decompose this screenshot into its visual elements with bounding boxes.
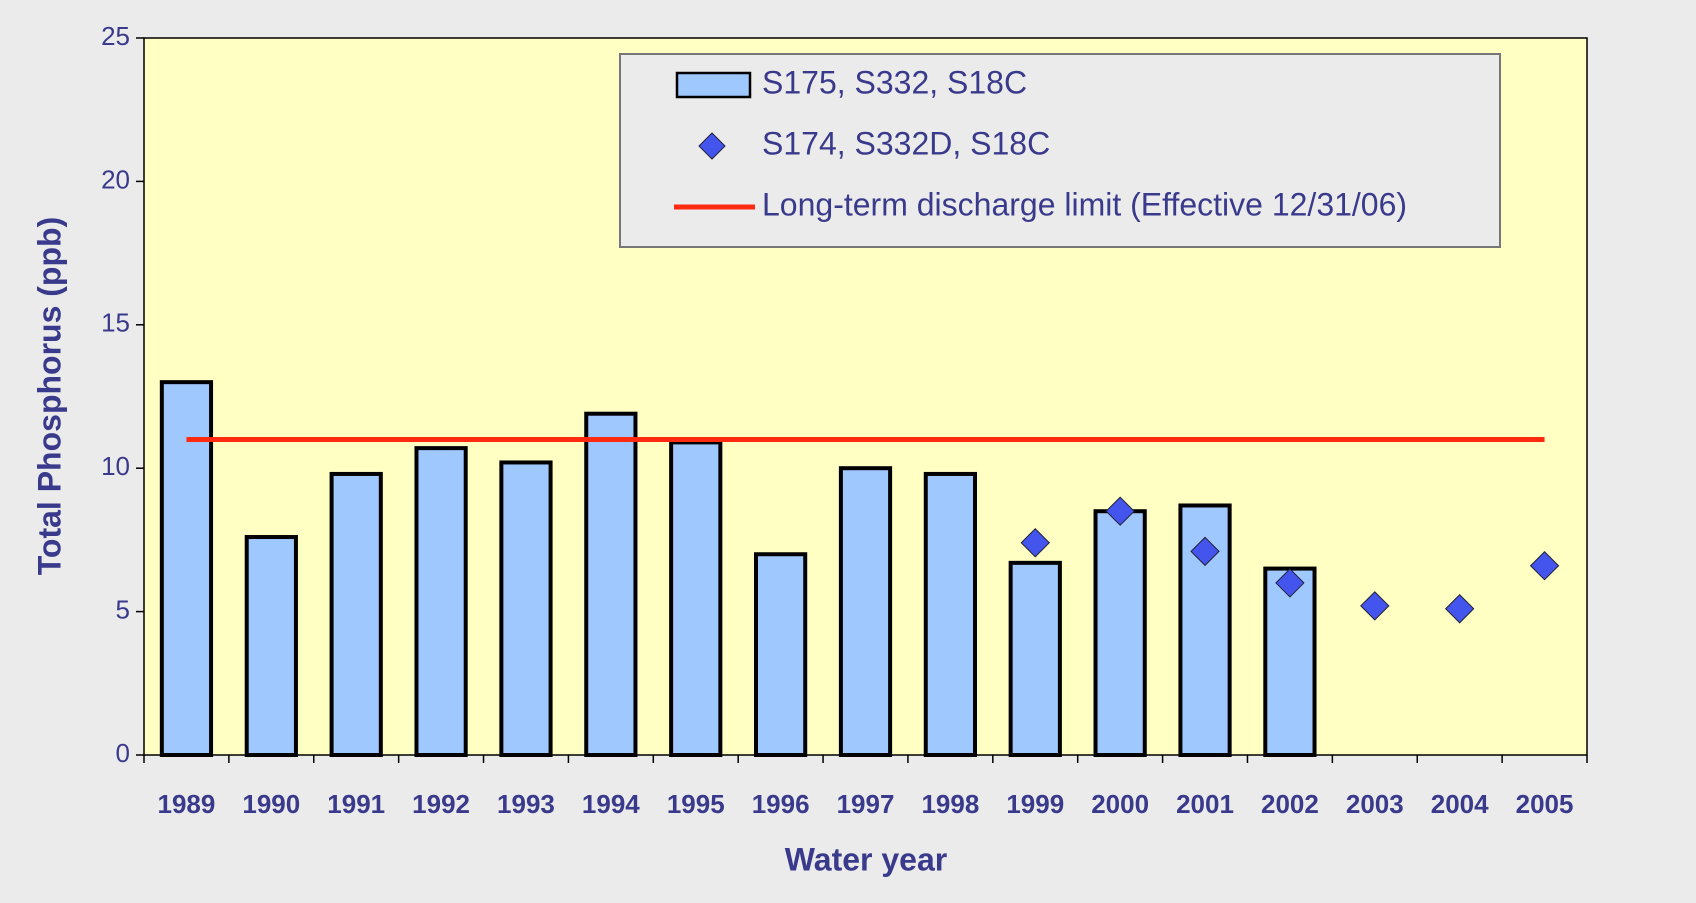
- x-tick-label: 2005: [1516, 789, 1574, 819]
- bar: [1008, 560, 1062, 757]
- bar: [1093, 509, 1147, 757]
- marker: [1105, 496, 1135, 526]
- legend: [619, 53, 1501, 248]
- x-tick-label: 2000: [1091, 789, 1149, 819]
- x-tick-label: 1990: [242, 789, 300, 819]
- marker: [1190, 536, 1220, 567]
- y-tick-label: 5: [116, 594, 130, 624]
- y-tick-label: 15: [101, 308, 130, 338]
- x-tick-label: 1989: [158, 789, 216, 819]
- bar: [159, 380, 214, 757]
- y-tick-label: 0: [116, 738, 130, 768]
- bar: [838, 466, 893, 757]
- x-axis-title: Water year: [785, 841, 947, 877]
- x-tick-label: 1995: [667, 789, 725, 819]
- marker: [1529, 551, 1560, 581]
- y-axis-title: Total Phosphorus (ppb): [31, 217, 67, 575]
- x-tick-label: 1992: [412, 789, 470, 819]
- x-tick-label: 1994: [582, 789, 640, 819]
- y-tick-label: 10: [101, 451, 130, 481]
- x-tick-label: 1996: [752, 789, 810, 819]
- bar: [1263, 566, 1317, 758]
- x-tick-label: 2001: [1176, 789, 1234, 819]
- bar: [754, 552, 808, 757]
- marker: [1275, 568, 1305, 598]
- bar: [414, 446, 468, 757]
- x-tick-label: 1991: [327, 789, 385, 819]
- x-tick-label: 2004: [1431, 789, 1489, 819]
- x-tick-label: 1998: [921, 789, 979, 819]
- marker: [1360, 591, 1390, 621]
- x-tick-label: 2002: [1261, 789, 1319, 819]
- marker: [1444, 594, 1475, 624]
- x-tick-label: 2003: [1346, 789, 1404, 819]
- legend-label: S174, S332D, S18C: [762, 125, 1050, 161]
- bar: [923, 471, 977, 757]
- bar: [584, 411, 638, 757]
- marker: [1020, 528, 1050, 558]
- x-tick-label: 1993: [497, 789, 555, 819]
- x-tick-label: 1999: [1006, 789, 1064, 819]
- bar: [244, 535, 298, 757]
- y-tick-label: 20: [101, 164, 130, 194]
- legend-swatch: [675, 71, 752, 99]
- bar: [329, 471, 383, 757]
- bar: [499, 460, 553, 757]
- y-tick-label: 25: [101, 21, 130, 51]
- bar: [669, 440, 723, 757]
- legend-label: S175, S332, S18C: [762, 64, 1027, 100]
- x-tick-label: 1997: [837, 789, 895, 819]
- legend-swatch: [698, 132, 726, 160]
- legend-label: Long-term discharge limit (Effective 12/…: [762, 186, 1407, 222]
